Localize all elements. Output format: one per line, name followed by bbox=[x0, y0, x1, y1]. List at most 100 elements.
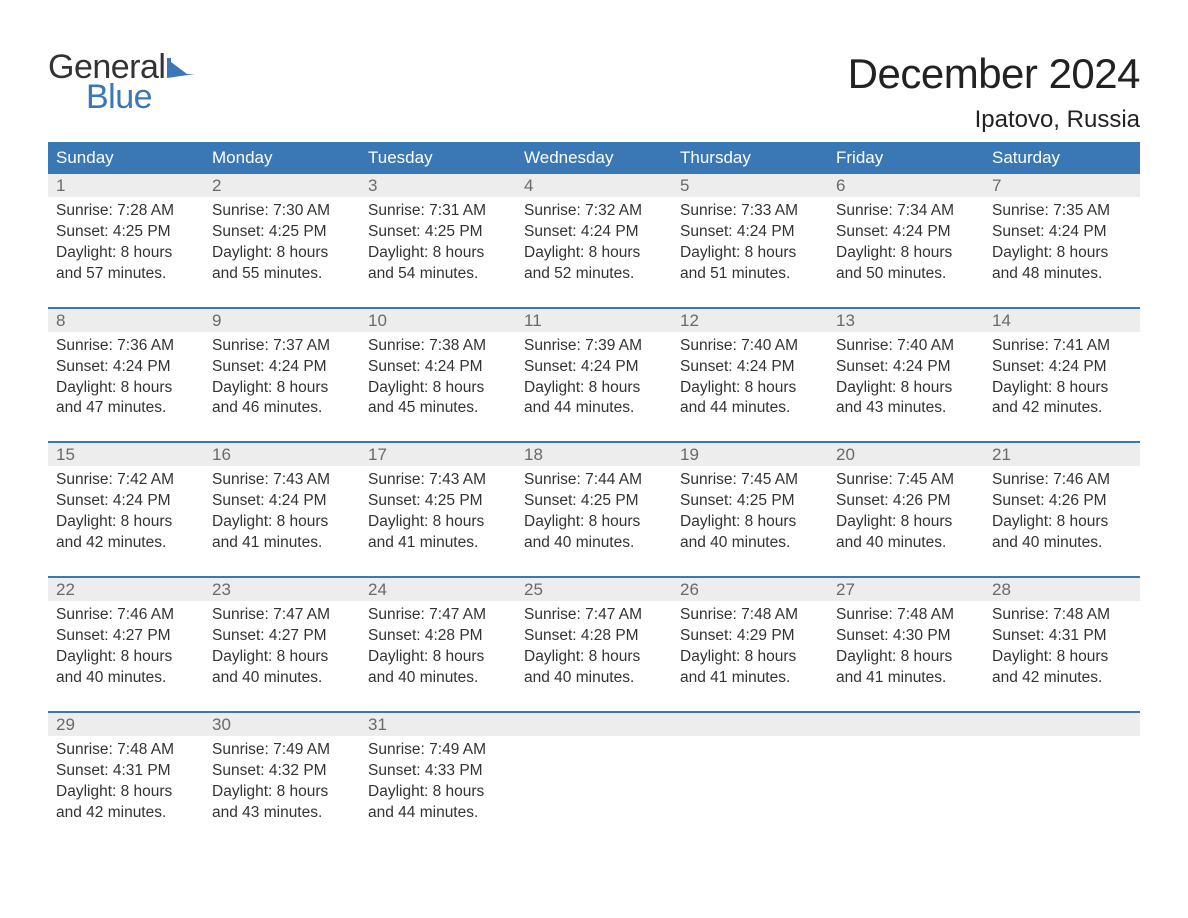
daylight-text-1: Daylight: 8 hours bbox=[368, 782, 508, 803]
daynum-row: 15161718192021 bbox=[48, 443, 1140, 466]
sunrise-text: Sunrise: 7:46 AM bbox=[56, 605, 196, 626]
day-number: 29 bbox=[48, 713, 204, 736]
day-number: 7 bbox=[984, 174, 1140, 197]
day-number: 8 bbox=[48, 309, 204, 332]
sunrise-text: Sunrise: 7:47 AM bbox=[524, 605, 664, 626]
weekday-header-row: Sunday Monday Tuesday Wednesday Thursday… bbox=[48, 142, 1140, 174]
weekday-monday: Monday bbox=[204, 142, 360, 174]
day-number: 10 bbox=[360, 309, 516, 332]
daylight-text-1: Daylight: 8 hours bbox=[212, 782, 352, 803]
details-row: Sunrise: 7:28 AMSunset: 4:25 PMDaylight:… bbox=[48, 197, 1140, 289]
sunrise-text: Sunrise: 7:48 AM bbox=[56, 740, 196, 761]
sunset-text: Sunset: 4:24 PM bbox=[212, 491, 352, 512]
sunset-text: Sunset: 4:25 PM bbox=[524, 491, 664, 512]
daylight-text-2: and 55 minutes. bbox=[212, 264, 352, 285]
daylight-text-2: and 40 minutes. bbox=[368, 668, 508, 689]
daylight-text-1: Daylight: 8 hours bbox=[212, 647, 352, 668]
week-row: 891011121314Sunrise: 7:36 AMSunset: 4:24… bbox=[48, 307, 1140, 424]
day-number: 13 bbox=[828, 309, 984, 332]
day-number: 3 bbox=[360, 174, 516, 197]
details-row: Sunrise: 7:36 AMSunset: 4:24 PMDaylight:… bbox=[48, 332, 1140, 424]
daylight-text-1: Daylight: 8 hours bbox=[56, 782, 196, 803]
daylight-text-1: Daylight: 8 hours bbox=[368, 378, 508, 399]
sunset-text: Sunset: 4:24 PM bbox=[836, 357, 976, 378]
daylight-text-1: Daylight: 8 hours bbox=[836, 512, 976, 533]
sunset-text: Sunset: 4:24 PM bbox=[680, 357, 820, 378]
daylight-text-1: Daylight: 8 hours bbox=[524, 378, 664, 399]
week-row: 15161718192021Sunrise: 7:42 AMSunset: 4:… bbox=[48, 441, 1140, 558]
logo: General Blue bbox=[48, 50, 195, 114]
sunset-text: Sunset: 4:24 PM bbox=[992, 222, 1132, 243]
sunrise-text: Sunrise: 7:35 AM bbox=[992, 201, 1132, 222]
header: General Blue December 2024 Ipatovo, Russ… bbox=[48, 50, 1140, 134]
day-details: Sunrise: 7:48 AMSunset: 4:31 PMDaylight:… bbox=[48, 736, 204, 828]
sunset-text: Sunset: 4:24 PM bbox=[56, 357, 196, 378]
day-details: Sunrise: 7:44 AMSunset: 4:25 PMDaylight:… bbox=[516, 466, 672, 558]
weekday-saturday: Saturday bbox=[984, 142, 1140, 174]
sunrise-text: Sunrise: 7:32 AM bbox=[524, 201, 664, 222]
sunrise-text: Sunrise: 7:31 AM bbox=[368, 201, 508, 222]
daylight-text-1: Daylight: 8 hours bbox=[56, 378, 196, 399]
weekday-sunday: Sunday bbox=[48, 142, 204, 174]
sunrise-text: Sunrise: 7:43 AM bbox=[212, 470, 352, 491]
daylight-text-2: and 40 minutes. bbox=[524, 668, 664, 689]
day-details: Sunrise: 7:49 AMSunset: 4:33 PMDaylight:… bbox=[360, 736, 516, 828]
daylight-text-2: and 44 minutes. bbox=[680, 398, 820, 419]
sunrise-text: Sunrise: 7:47 AM bbox=[212, 605, 352, 626]
day-number bbox=[672, 713, 828, 736]
day-details: Sunrise: 7:47 AMSunset: 4:28 PMDaylight:… bbox=[516, 601, 672, 693]
daylight-text-2: and 41 minutes. bbox=[212, 533, 352, 554]
day-details: Sunrise: 7:47 AMSunset: 4:27 PMDaylight:… bbox=[204, 601, 360, 693]
day-number bbox=[516, 713, 672, 736]
day-details: Sunrise: 7:33 AMSunset: 4:24 PMDaylight:… bbox=[672, 197, 828, 289]
sunrise-text: Sunrise: 7:33 AM bbox=[680, 201, 820, 222]
sunrise-text: Sunrise: 7:49 AM bbox=[368, 740, 508, 761]
sunrise-text: Sunrise: 7:46 AM bbox=[992, 470, 1132, 491]
sunrise-text: Sunrise: 7:38 AM bbox=[368, 336, 508, 357]
daylight-text-1: Daylight: 8 hours bbox=[212, 243, 352, 264]
details-row: Sunrise: 7:48 AMSunset: 4:31 PMDaylight:… bbox=[48, 736, 1140, 828]
day-details: Sunrise: 7:49 AMSunset: 4:32 PMDaylight:… bbox=[204, 736, 360, 828]
day-number: 2 bbox=[204, 174, 360, 197]
sunset-text: Sunset: 4:25 PM bbox=[212, 222, 352, 243]
daylight-text-2: and 41 minutes. bbox=[680, 668, 820, 689]
sunset-text: Sunset: 4:29 PM bbox=[680, 626, 820, 647]
day-number: 15 bbox=[48, 443, 204, 466]
weekday-thursday: Thursday bbox=[672, 142, 828, 174]
day-number: 16 bbox=[204, 443, 360, 466]
day-number: 26 bbox=[672, 578, 828, 601]
sunset-text: Sunset: 4:24 PM bbox=[992, 357, 1132, 378]
daynum-row: 293031 bbox=[48, 713, 1140, 736]
daylight-text-2: and 47 minutes. bbox=[56, 398, 196, 419]
day-details: Sunrise: 7:40 AMSunset: 4:24 PMDaylight:… bbox=[828, 332, 984, 424]
sunrise-text: Sunrise: 7:43 AM bbox=[368, 470, 508, 491]
weeks-container: 1234567Sunrise: 7:28 AMSunset: 4:25 PMDa… bbox=[48, 174, 1140, 827]
daylight-text-2: and 52 minutes. bbox=[524, 264, 664, 285]
sunrise-text: Sunrise: 7:44 AM bbox=[524, 470, 664, 491]
sunrise-text: Sunrise: 7:40 AM bbox=[836, 336, 976, 357]
daylight-text-2: and 44 minutes. bbox=[368, 803, 508, 824]
day-details: Sunrise: 7:46 AMSunset: 4:26 PMDaylight:… bbox=[984, 466, 1140, 558]
sunset-text: Sunset: 4:25 PM bbox=[368, 222, 508, 243]
sunrise-text: Sunrise: 7:36 AM bbox=[56, 336, 196, 357]
daylight-text-1: Daylight: 8 hours bbox=[680, 647, 820, 668]
sunset-text: Sunset: 4:24 PM bbox=[368, 357, 508, 378]
sunset-text: Sunset: 4:32 PM bbox=[212, 761, 352, 782]
daylight-text-2: and 40 minutes. bbox=[680, 533, 820, 554]
day-details: Sunrise: 7:31 AMSunset: 4:25 PMDaylight:… bbox=[360, 197, 516, 289]
day-details: Sunrise: 7:39 AMSunset: 4:24 PMDaylight:… bbox=[516, 332, 672, 424]
week-row: 1234567Sunrise: 7:28 AMSunset: 4:25 PMDa… bbox=[48, 174, 1140, 289]
day-number bbox=[828, 713, 984, 736]
month-title: December 2024 bbox=[848, 50, 1140, 98]
sunset-text: Sunset: 4:27 PM bbox=[212, 626, 352, 647]
day-number: 11 bbox=[516, 309, 672, 332]
daylight-text-1: Daylight: 8 hours bbox=[56, 512, 196, 533]
daylight-text-1: Daylight: 8 hours bbox=[368, 243, 508, 264]
calendar: Sunday Monday Tuesday Wednesday Thursday… bbox=[48, 142, 1140, 827]
sunrise-text: Sunrise: 7:41 AM bbox=[992, 336, 1132, 357]
logo-text-blue: Blue bbox=[86, 80, 195, 114]
daylight-text-1: Daylight: 8 hours bbox=[524, 647, 664, 668]
sunrise-text: Sunrise: 7:34 AM bbox=[836, 201, 976, 222]
day-number: 12 bbox=[672, 309, 828, 332]
sunset-text: Sunset: 4:24 PM bbox=[524, 357, 664, 378]
